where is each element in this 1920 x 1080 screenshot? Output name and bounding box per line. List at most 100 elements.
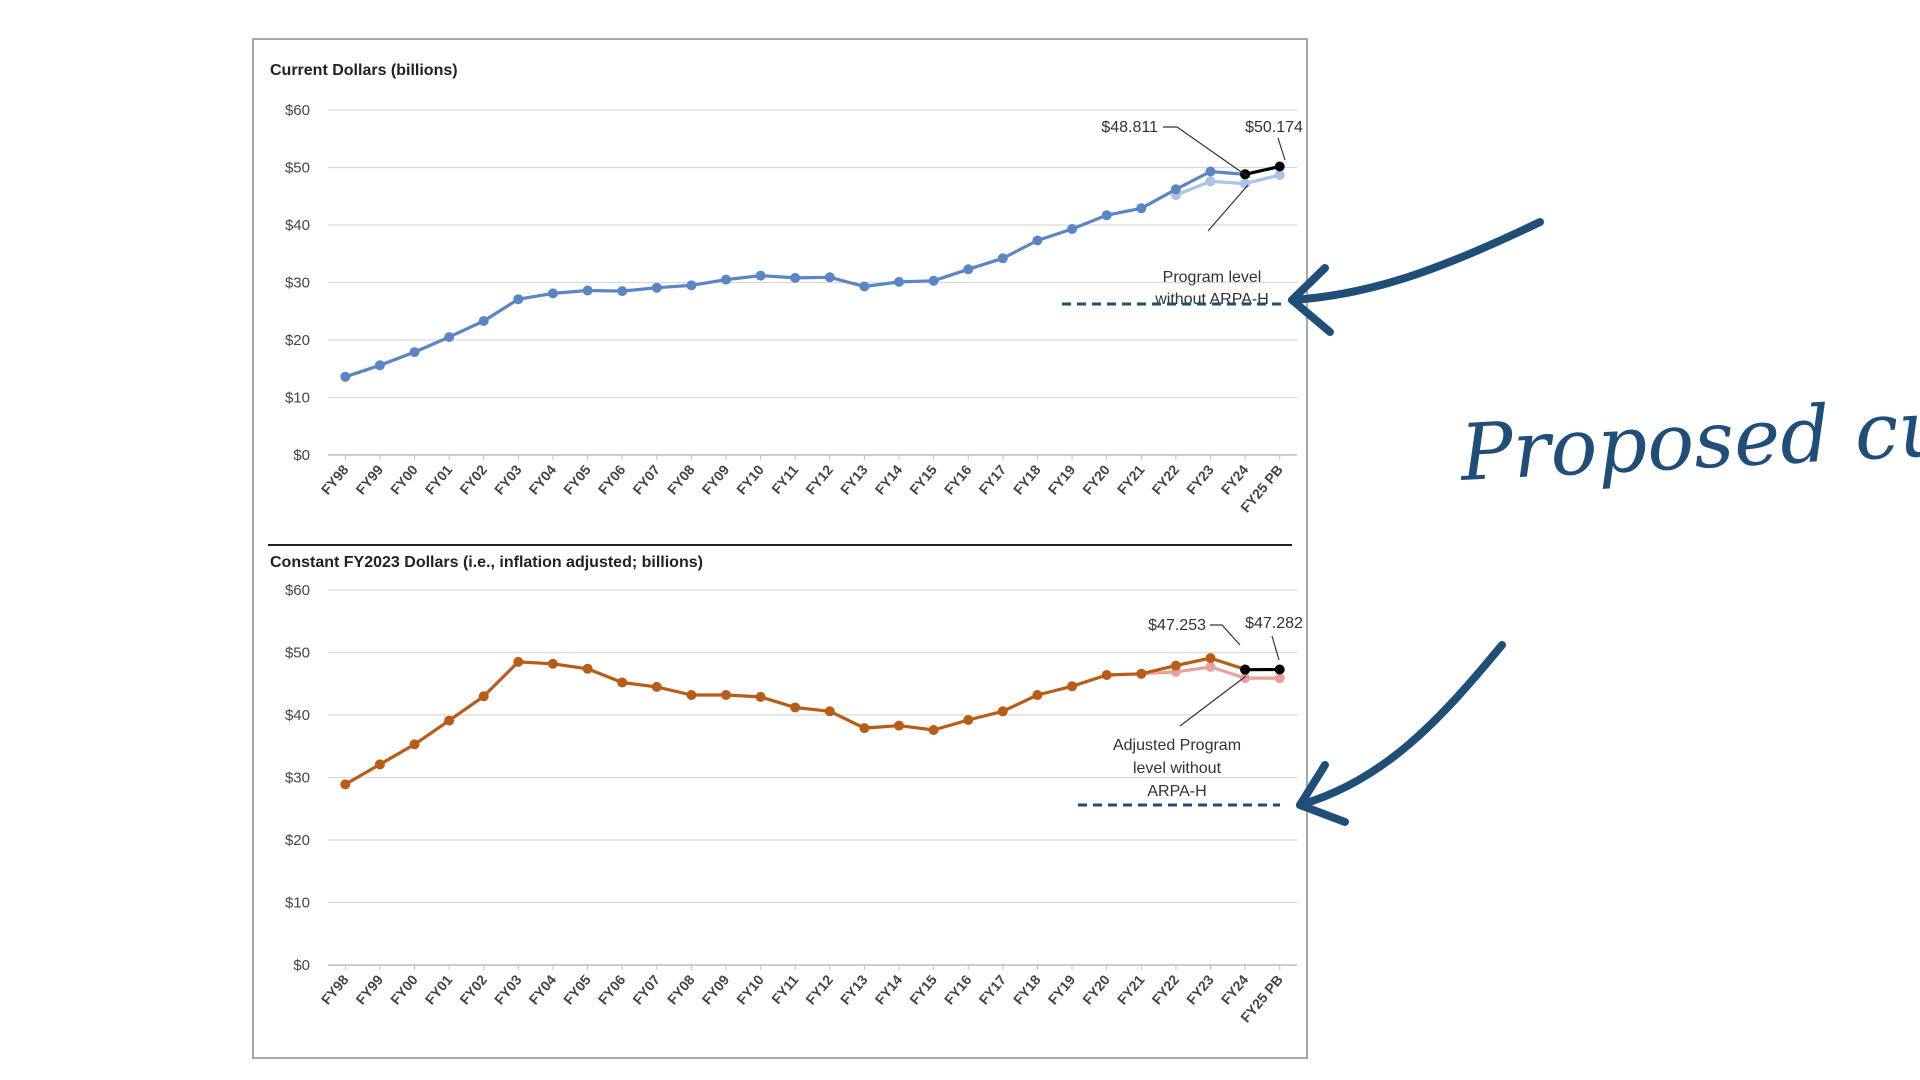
chart1-callouts: $48.811 $50.174 Program level without AR… bbox=[1062, 119, 1303, 308]
annotation-arrows bbox=[1288, 218, 1544, 826]
data-point bbox=[651, 282, 662, 293]
leader-line bbox=[1179, 675, 1247, 727]
adjusted-level-label: Adjusted Program bbox=[1113, 737, 1241, 754]
data-point bbox=[721, 274, 731, 285]
figure-frame bbox=[252, 38, 1308, 1059]
y-tick-label: $0 bbox=[293, 957, 310, 974]
y-tick-label: $10 bbox=[285, 895, 310, 912]
data-point bbox=[582, 663, 593, 674]
y-tick-label: $20 bbox=[285, 332, 310, 349]
data-point bbox=[444, 332, 455, 343]
data-point bbox=[755, 270, 766, 281]
data-point bbox=[1274, 170, 1285, 180]
data-point bbox=[1032, 235, 1043, 246]
data-point bbox=[582, 285, 593, 296]
data-point bbox=[686, 280, 697, 291]
data-point bbox=[374, 360, 385, 371]
value-label-fy25: $50.174 bbox=[1245, 119, 1303, 136]
data-point bbox=[1067, 681, 1078, 692]
data-point bbox=[513, 294, 524, 305]
data-point bbox=[1205, 653, 1216, 664]
data-point bbox=[1274, 161, 1285, 172]
data-point bbox=[374, 759, 385, 770]
leader-line bbox=[1277, 137, 1286, 161]
adjusted-level-label: ARPA-H bbox=[1147, 783, 1206, 800]
data-point bbox=[824, 706, 835, 717]
data-point bbox=[651, 681, 662, 692]
data-point bbox=[513, 656, 524, 667]
data-point bbox=[478, 316, 489, 326]
data-point bbox=[617, 677, 628, 688]
data-point bbox=[1205, 661, 1216, 672]
data-point bbox=[997, 253, 1008, 264]
data-point bbox=[340, 779, 351, 790]
y-tick-label: $40 bbox=[285, 707, 310, 724]
data-point bbox=[1240, 664, 1251, 675]
y-tick-label: $10 bbox=[285, 390, 310, 407]
series-line bbox=[1175, 173, 1281, 197]
data-point bbox=[1136, 668, 1147, 679]
data-point bbox=[1032, 690, 1043, 700]
data-point bbox=[894, 276, 904, 287]
y-tick-label: $40 bbox=[285, 217, 310, 234]
leader-line bbox=[1271, 635, 1280, 661]
data-point bbox=[617, 286, 628, 297]
data-point bbox=[1240, 673, 1251, 684]
leader-line bbox=[1207, 184, 1249, 232]
arrow-lower bbox=[1296, 641, 1506, 809]
data-point bbox=[547, 658, 558, 669]
data-point bbox=[409, 347, 420, 358]
y-tick-label: $20 bbox=[285, 832, 310, 849]
y-tick-label: $30 bbox=[285, 770, 310, 787]
data-point bbox=[1274, 664, 1285, 675]
adjusted-level-label: level without bbox=[1133, 760, 1222, 777]
y-tick-label: $60 bbox=[285, 102, 310, 119]
data-point bbox=[1170, 184, 1181, 195]
data-point bbox=[1101, 670, 1112, 680]
leader-line bbox=[1163, 126, 1248, 177]
y-tick-label: $50 bbox=[285, 645, 310, 662]
data-point bbox=[928, 725, 939, 735]
data-point bbox=[1205, 176, 1216, 187]
data-point bbox=[1067, 224, 1078, 234]
value-label-fy24: $47.253 bbox=[1148, 617, 1206, 634]
data-point bbox=[686, 690, 697, 700]
data-point bbox=[824, 272, 835, 283]
chart-title: Constant FY2023 Dollars (i.e., inflation… bbox=[270, 554, 703, 571]
data-point bbox=[478, 691, 489, 702]
y-tick-label: $60 bbox=[285, 582, 310, 599]
leader-line bbox=[1210, 624, 1241, 646]
arrow-upper-head bbox=[1288, 264, 1334, 336]
y-tick-label: $30 bbox=[285, 275, 310, 292]
data-point bbox=[1240, 178, 1251, 189]
program-level-label: Program level bbox=[1163, 269, 1262, 286]
data-point bbox=[894, 720, 904, 731]
y-tick-label: $50 bbox=[285, 160, 310, 177]
data-point bbox=[997, 706, 1008, 717]
data-point bbox=[721, 690, 731, 700]
data-point bbox=[1170, 660, 1181, 671]
data-point bbox=[963, 715, 974, 725]
data-point bbox=[340, 371, 351, 382]
arrow-upper bbox=[1288, 218, 1544, 304]
data-point bbox=[859, 281, 870, 292]
value-label-fy24: $48.811 bbox=[1101, 119, 1158, 136]
arrow-lower-head bbox=[1296, 761, 1349, 826]
data-point bbox=[444, 715, 455, 726]
chart2-callouts: $47.253 $47.282 Adjusted Program level w… bbox=[1078, 615, 1303, 807]
data-point bbox=[755, 691, 766, 702]
handwritten-note: Proposed cuts bbox=[1456, 380, 1920, 499]
series-line bbox=[1244, 164, 1281, 176]
data-point bbox=[1136, 203, 1147, 214]
data-point bbox=[1274, 673, 1285, 684]
data-point bbox=[1205, 166, 1216, 177]
data-point bbox=[547, 288, 558, 299]
data-point bbox=[928, 275, 939, 286]
chart-title: Current Dollars (billions) bbox=[270, 62, 458, 79]
data-point bbox=[859, 723, 870, 734]
data-point bbox=[1101, 210, 1112, 221]
data-point bbox=[963, 264, 974, 275]
data-point bbox=[409, 739, 420, 750]
data-point bbox=[790, 272, 801, 283]
